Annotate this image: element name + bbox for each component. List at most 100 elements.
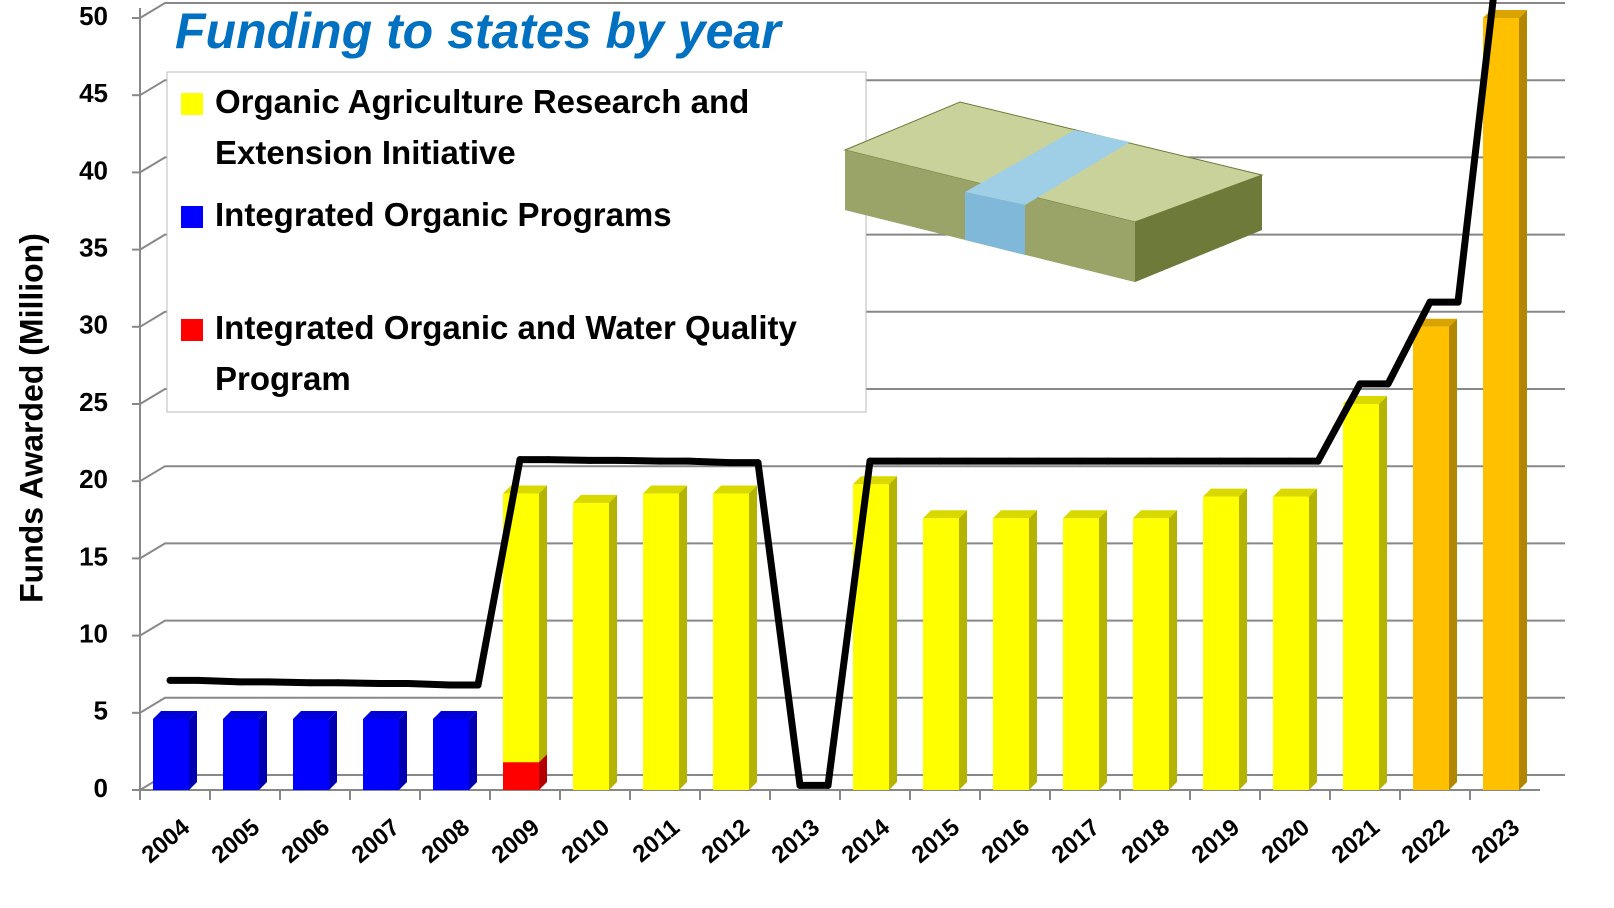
line-connector bbox=[1384, 298, 1434, 388]
y-tick-label: 20 bbox=[79, 464, 108, 494]
legend-label: Integrated Organic and Water Quality Prog… bbox=[215, 309, 798, 397]
grid-line bbox=[139, 388, 1565, 405]
bar-top bbox=[573, 494, 617, 503]
y-tick-label: 50 bbox=[79, 1, 108, 31]
bar-top bbox=[993, 510, 1037, 519]
y-tick-label: 15 bbox=[79, 541, 108, 571]
bar bbox=[713, 493, 749, 790]
bar-side bbox=[539, 485, 547, 763]
line-connector bbox=[194, 676, 244, 686]
x-tick-label: 2019 bbox=[1187, 814, 1245, 869]
bar bbox=[363, 718, 399, 790]
line-connector bbox=[334, 679, 384, 687]
y-tick-label: 0 bbox=[94, 773, 108, 803]
bar-top bbox=[923, 510, 967, 519]
bar-side bbox=[469, 710, 477, 790]
line-connector bbox=[754, 459, 804, 789]
bar-top bbox=[1063, 510, 1107, 519]
bar-side bbox=[1379, 396, 1387, 790]
bar bbox=[1483, 18, 1519, 790]
legend-line: Extension Initiative bbox=[215, 134, 516, 171]
legend-swatch bbox=[181, 319, 203, 341]
bar-side bbox=[1099, 510, 1107, 790]
bar-side bbox=[399, 710, 407, 790]
x-tick-label: 2016 bbox=[977, 814, 1035, 869]
legend-line: Integrated Organic Programs bbox=[215, 196, 672, 233]
bar bbox=[1063, 518, 1099, 790]
line-connector bbox=[474, 456, 524, 689]
bar-side bbox=[889, 476, 897, 790]
x-tick-label: 2012 bbox=[697, 814, 755, 869]
y-tick-label: 45 bbox=[79, 78, 108, 108]
bar-top bbox=[713, 485, 757, 494]
x-tick-label: 2017 bbox=[1047, 814, 1105, 869]
x-tick-label: 2009 bbox=[487, 814, 545, 869]
line-connector bbox=[1314, 380, 1364, 465]
legend-line: Organic Agriculture Research and bbox=[215, 83, 749, 120]
bar-top bbox=[363, 710, 407, 719]
y-tick-label: 35 bbox=[79, 232, 108, 262]
bar-side bbox=[329, 710, 337, 790]
bar-side bbox=[189, 710, 197, 790]
x-tick-label: 2010 bbox=[557, 814, 615, 869]
chart-title: Funding to states by year bbox=[175, 3, 783, 59]
money-stack bbox=[843, 101, 1264, 282]
bar bbox=[1413, 326, 1449, 790]
legend-swatch bbox=[181, 93, 203, 115]
bar-top bbox=[293, 710, 337, 719]
line-connector bbox=[824, 457, 874, 789]
line-connector bbox=[1454, 0, 1497, 306]
x-tick-label: 2018 bbox=[1117, 814, 1175, 869]
bar-side bbox=[259, 710, 267, 790]
bars bbox=[153, 10, 1527, 790]
bar bbox=[1343, 404, 1379, 790]
bar-top bbox=[223, 710, 267, 719]
bar-top bbox=[643, 485, 687, 494]
y-tick-label: 5 bbox=[94, 696, 108, 726]
grid-line bbox=[139, 465, 1565, 483]
bar-side bbox=[609, 494, 617, 790]
bar-side bbox=[1169, 510, 1177, 790]
y-tick-label: 25 bbox=[79, 387, 108, 417]
x-tick-label: 2020 bbox=[1257, 814, 1315, 869]
bar bbox=[153, 718, 189, 790]
bar-top bbox=[1203, 488, 1247, 497]
grid-line bbox=[139, 310, 1565, 328]
bar-top bbox=[1133, 510, 1177, 519]
line-connector bbox=[684, 457, 734, 467]
bar bbox=[923, 518, 959, 790]
bar bbox=[1133, 518, 1169, 790]
bar-top bbox=[1273, 488, 1317, 497]
bar bbox=[293, 718, 329, 790]
line-connector bbox=[264, 678, 314, 687]
x-tick-label: 2021 bbox=[1327, 814, 1385, 869]
legend-line: Integrated Organic and Water Quality bbox=[215, 309, 798, 346]
bar-top bbox=[153, 710, 197, 719]
step-line bbox=[166, 0, 1497, 789]
bar bbox=[223, 718, 259, 790]
x-tick-label: 2007 bbox=[347, 814, 405, 869]
bar-side bbox=[1309, 488, 1317, 790]
legend: Organic Agriculture Research and Extensio… bbox=[181, 83, 798, 397]
x-tick-label: 2011 bbox=[628, 814, 685, 868]
legend-label: Organic Agriculture Research and Extensio… bbox=[215, 83, 749, 171]
bar-side bbox=[1029, 510, 1037, 790]
bar bbox=[503, 493, 539, 763]
y-tick-label: 10 bbox=[79, 618, 108, 648]
x-tick-label: 2006 bbox=[277, 814, 335, 869]
bar bbox=[643, 493, 679, 790]
grid-line bbox=[139, 79, 1565, 97]
bar bbox=[433, 718, 469, 790]
bar-side bbox=[749, 485, 757, 790]
legend-line: Program bbox=[215, 360, 351, 397]
bar bbox=[573, 502, 609, 790]
legend-box bbox=[166, 71, 867, 413]
line-connector bbox=[614, 456, 664, 465]
bar-side bbox=[1519, 10, 1527, 790]
x-tick-label: 2004 bbox=[137, 813, 196, 868]
x-tick-label: 2015 bbox=[907, 814, 965, 869]
x-tick-label: 2013 bbox=[767, 814, 825, 869]
bar bbox=[1203, 496, 1239, 790]
bar-side bbox=[1239, 488, 1247, 790]
legend-swatch bbox=[181, 206, 203, 228]
